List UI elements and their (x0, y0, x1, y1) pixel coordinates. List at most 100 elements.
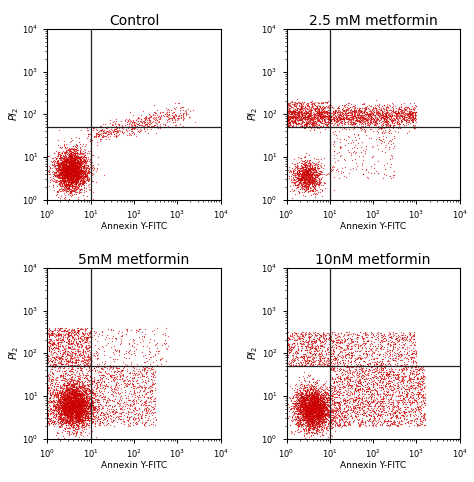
Point (139, 335, 146, 343)
Point (294, 162, 302, 170)
Point (114, 120, 121, 128)
Point (307, 397, 315, 404)
Point (312, 385, 319, 392)
Point (172, 103, 180, 110)
Point (59, 163, 66, 171)
Point (298, 102, 305, 109)
Point (290, 113, 298, 120)
Point (309, 399, 316, 407)
Point (317, 408, 325, 416)
Point (84, 404, 92, 412)
Point (62, 156, 69, 163)
Point (63, 390, 71, 398)
Point (77, 170, 84, 177)
Point (408, 398, 415, 405)
Point (313, 407, 320, 415)
Point (411, 404, 419, 412)
Point (390, 171, 397, 179)
Point (331, 356, 338, 363)
Point (58, 398, 65, 405)
Point (401, 113, 409, 120)
Point (147, 362, 155, 370)
Point (84, 162, 92, 170)
Point (83, 410, 91, 417)
Point (305, 362, 313, 370)
Point (319, 418, 326, 426)
Point (310, 412, 317, 419)
Point (64, 163, 72, 171)
Point (70, 161, 78, 169)
Point (313, 115, 321, 123)
Point (338, 106, 346, 113)
Point (54, 158, 61, 165)
Point (68, 161, 76, 169)
Point (72, 148, 79, 156)
Point (80, 179, 87, 187)
Point (98, 418, 106, 426)
Point (67, 389, 74, 397)
Point (399, 377, 406, 385)
Point (49, 370, 57, 378)
Point (310, 408, 318, 415)
Point (73, 153, 81, 161)
Point (72, 175, 79, 183)
Point (401, 403, 409, 411)
Point (308, 388, 315, 396)
Point (76, 412, 84, 420)
Point (396, 395, 403, 402)
Point (332, 338, 340, 346)
Point (78, 415, 85, 423)
Point (284, 118, 292, 125)
Point (296, 106, 304, 114)
Point (294, 393, 301, 401)
Point (349, 348, 357, 356)
Point (319, 402, 327, 410)
Point (317, 413, 324, 421)
Point (392, 357, 400, 365)
Point (54, 399, 61, 407)
Point (323, 120, 330, 128)
Point (347, 111, 355, 119)
Point (355, 342, 362, 350)
Point (289, 116, 297, 123)
Point (45, 167, 52, 175)
Point (305, 112, 312, 120)
Point (109, 398, 117, 405)
Point (80, 386, 87, 394)
Point (70, 394, 78, 402)
Point (67, 407, 75, 415)
Point (302, 175, 310, 183)
Point (314, 416, 322, 424)
Point (68, 340, 76, 348)
Point (130, 129, 137, 136)
Point (328, 375, 336, 382)
Point (73, 406, 80, 414)
Point (310, 400, 317, 407)
Point (383, 391, 391, 399)
Point (303, 341, 311, 348)
Point (79, 161, 86, 169)
Point (70, 402, 78, 410)
Point (358, 105, 366, 112)
Point (103, 396, 110, 404)
Point (320, 402, 328, 410)
Point (80, 339, 87, 347)
Point (336, 113, 344, 120)
Point (88, 358, 96, 365)
Point (309, 187, 316, 195)
Point (72, 409, 79, 416)
Point (356, 112, 364, 120)
Point (307, 402, 315, 409)
Point (319, 108, 327, 116)
Point (76, 410, 83, 418)
Point (365, 401, 373, 408)
Point (82, 172, 90, 179)
Point (301, 413, 309, 420)
Point (68, 394, 76, 402)
Point (69, 398, 76, 405)
Point (311, 380, 319, 388)
Point (68, 161, 76, 169)
Point (328, 407, 336, 415)
Point (71, 169, 79, 177)
Point (302, 399, 310, 407)
